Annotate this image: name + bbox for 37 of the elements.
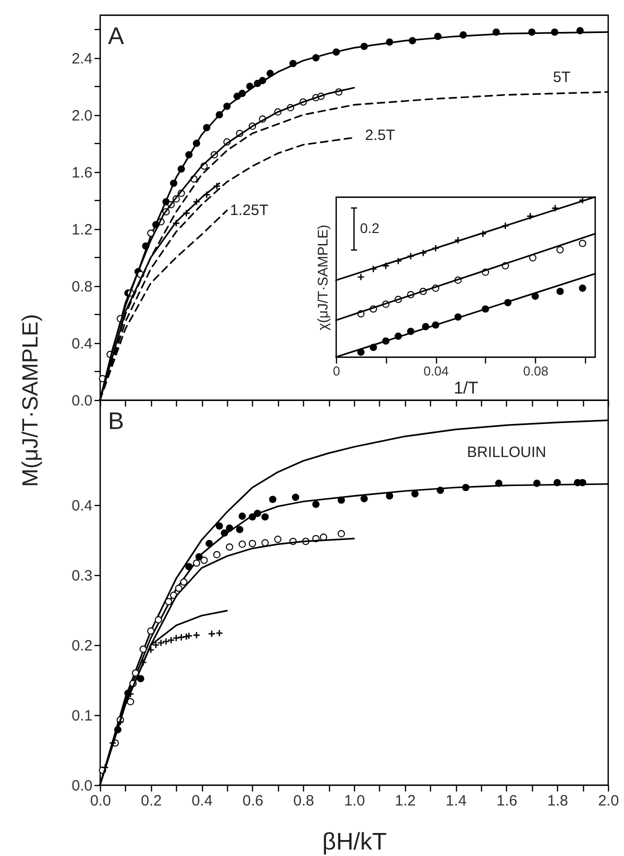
y-tick-label: 0.4 <box>72 498 92 514</box>
x-tick-label: 0.2 <box>140 792 162 810</box>
annotation: 0.2 <box>360 220 380 236</box>
x-tick-label: 0.0 <box>90 792 111 810</box>
annotation: B <box>108 408 124 435</box>
annotation: 2.5T <box>365 127 396 144</box>
x-tick-label: 0 <box>332 364 340 378</box>
x-tick-label: 1.8 <box>547 792 568 810</box>
y-tick-label: 0.3 <box>72 568 92 584</box>
x-tick-label: 1.6 <box>496 792 518 810</box>
y-tick-label: 1.6 <box>72 164 92 182</box>
x-tick-label: 1.2 <box>394 792 416 810</box>
y-tick-label: 2.0 <box>72 107 92 124</box>
y-tick-label: 2.4 <box>72 50 92 68</box>
y-tick-label: 0.0 <box>72 778 92 794</box>
y-axis-title: χ(μJ/T·SAMPLE) <box>314 224 330 330</box>
annotation: 1.25T <box>230 202 268 219</box>
y-tick-label: 0.1 <box>72 708 92 724</box>
x-axis-title: βH/kT <box>322 828 388 856</box>
y-axis-title: M(μJ/T·SAMPLE) <box>18 314 42 487</box>
annotation: 5T <box>553 69 571 86</box>
x-tick-label: 2.0 <box>598 792 619 810</box>
y-tick-label: 1.2 <box>72 221 92 238</box>
x-tick-label: 0.4 <box>192 792 213 810</box>
y-tick-label: 0.2 <box>72 638 92 654</box>
x-tick-label: 1.0 <box>344 792 365 810</box>
x-tick-label: 0.08 <box>523 364 548 378</box>
x-axis-title: 1/T <box>454 378 478 398</box>
x-tick-label: 0.6 <box>242 792 264 810</box>
y-tick-label: 0.8 <box>72 278 92 296</box>
x-tick-label: 0.8 <box>293 792 314 810</box>
x-tick-label: 1.4 <box>446 792 467 810</box>
y-tick-label: 0.0 <box>72 392 92 410</box>
annotation: A <box>108 23 124 50</box>
y-tick-label: 0.4 <box>72 335 92 352</box>
x-tick-label: 0.04 <box>423 364 449 378</box>
annotation: BRILLOUIN <box>467 444 546 461</box>
